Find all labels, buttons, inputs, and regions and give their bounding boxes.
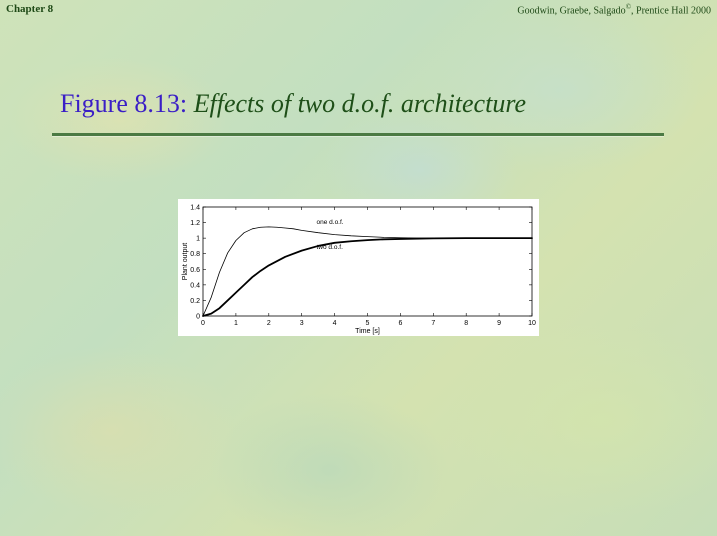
x-tick-label: 6 <box>398 320 402 327</box>
y-tick-label: 0.6 <box>190 267 200 274</box>
x-tick-label: 7 <box>431 320 435 327</box>
credit-line: Goodwin, Graebe, Salgado©, Prentice Hall… <box>517 3 711 16</box>
y-tick-label: 0.8 <box>190 251 200 258</box>
x-tick-label: 5 <box>366 320 370 327</box>
slide-title: Figure 8.13: Effects of two d.o.f. archi… <box>60 89 526 119</box>
figure-caption: Effects of two d.o.f. architecture <box>193 89 527 118</box>
y-tick-label: 1.2 <box>190 220 200 227</box>
x-tick-label: 4 <box>333 320 337 327</box>
chapter-label: Chapter 8 <box>6 3 54 15</box>
y-axis-label: Plant output <box>182 243 189 280</box>
series-annotation: one d.o.f. <box>317 219 344 226</box>
x-tick-label: 10 <box>528 320 536 327</box>
series-line-thick <box>202 237 533 317</box>
figure-number: Figure 8.13: <box>60 89 188 118</box>
title-divider <box>52 133 664 136</box>
y-tick-label: 0.4 <box>190 282 200 289</box>
y-tick-label: 1 <box>196 236 200 243</box>
credit-publisher: , Prentice Hall 2000 <box>631 5 711 17</box>
x-tick-label: 9 <box>497 320 501 327</box>
y-tick-label: 0 <box>196 314 200 321</box>
x-tick-label: 1 <box>234 320 238 327</box>
x-axis-label: Time [s] <box>355 328 380 335</box>
y-tick-label: 1.4 <box>190 205 200 212</box>
x-tick-label: 0 <box>201 320 205 327</box>
x-tick-label: 3 <box>300 320 304 327</box>
chart-figure: 0 1 2 3 4 5 6 7 8 9 10 0 0.2 0.4 0.6 0.8 1 1.2 1.4 one d.o… <box>178 199 539 336</box>
plot-area <box>202 206 533 317</box>
copyright-mark: © <box>625 3 632 11</box>
x-tick-label: 2 <box>267 320 271 327</box>
step-response-chart: 0 1 2 3 4 5 6 7 8 9 10 0 0.2 0.4 0.6 0.8 1 1.2 1.4 one d.o… <box>182 205 536 336</box>
series-annotation: two d.o.f. <box>317 244 344 251</box>
y-tick-label: 0.2 <box>190 298 200 305</box>
credit-authors: Goodwin, Graebe, Salgado <box>517 5 626 17</box>
x-tick-label: 8 <box>464 320 468 327</box>
